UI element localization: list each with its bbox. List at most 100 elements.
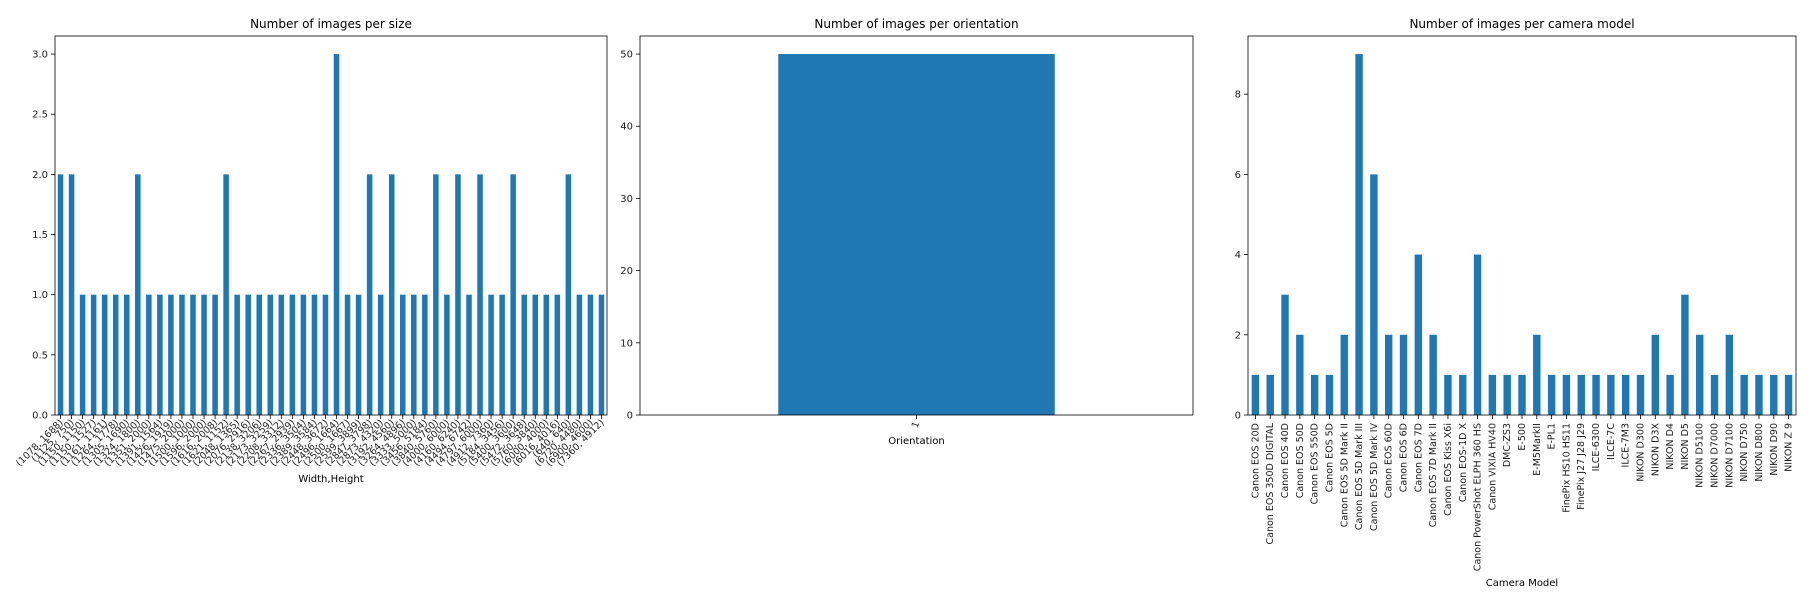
chart-title: Number of images per camera model bbox=[1409, 17, 1634, 31]
x-tick-label: ILCE-7C bbox=[1606, 423, 1617, 460]
x-tick-label: Canon EOS 350D DIGITAL bbox=[1265, 422, 1276, 544]
bar bbox=[1518, 374, 1526, 415]
bar bbox=[212, 294, 218, 415]
bar bbox=[1310, 374, 1319, 415]
bar bbox=[532, 294, 538, 415]
y-tick-label: 1.5 bbox=[32, 230, 48, 241]
bar bbox=[234, 294, 240, 415]
bar bbox=[1459, 374, 1467, 415]
bar bbox=[422, 294, 428, 415]
bar bbox=[322, 294, 329, 415]
y-tick-label: 10 bbox=[620, 338, 633, 349]
bar bbox=[333, 54, 340, 416]
bar bbox=[1266, 374, 1274, 415]
x-tick-label: Canon PowerShot ELPH 360 HS bbox=[1473, 423, 1484, 571]
bar bbox=[90, 294, 97, 415]
bar bbox=[1636, 374, 1645, 415]
bar bbox=[1281, 294, 1289, 415]
bar bbox=[135, 174, 141, 415]
y-tick-label: 2.5 bbox=[32, 110, 48, 121]
bar bbox=[1621, 374, 1630, 415]
y-tick-label: 4 bbox=[1235, 250, 1241, 261]
bar bbox=[433, 174, 439, 415]
x-tick-label: Canon EOS-1D X bbox=[1458, 423, 1469, 503]
x-tick-label: Canon EOS 60D bbox=[1384, 423, 1395, 498]
bar bbox=[278, 294, 285, 415]
bar bbox=[57, 174, 64, 415]
chart-size: Number of images per size 0.0 0.5 1.0 1.5 2.0… bbox=[14, 17, 608, 485]
x-tick-label: Canon EOS 5D Mark III bbox=[1354, 423, 1365, 530]
x-tick-label: Canon EOS 7D bbox=[1413, 423, 1424, 492]
bar bbox=[778, 54, 1055, 416]
bar bbox=[1533, 334, 1541, 415]
y-tick-label: 6 bbox=[1235, 170, 1241, 181]
bar bbox=[521, 294, 527, 415]
x-tick-label: Canon EOS 20D bbox=[1250, 423, 1261, 498]
y-tick-label: 0 bbox=[627, 411, 633, 422]
bar bbox=[1325, 374, 1334, 415]
bar bbox=[554, 294, 561, 415]
bar bbox=[112, 294, 119, 415]
y-tick-label: 1.0 bbox=[32, 290, 48, 301]
x-tick-label: E-PL1 bbox=[1547, 423, 1558, 450]
bar bbox=[565, 174, 572, 415]
bar bbox=[1473, 254, 1482, 415]
chart-camera: Number of images per camera model 0 2 4 6 8 Ca… bbox=[1235, 17, 1797, 589]
bar bbox=[1784, 374, 1793, 415]
x-axis-label: Width,Height bbox=[298, 474, 363, 485]
bar bbox=[1607, 374, 1615, 415]
bar bbox=[1681, 294, 1689, 415]
bar bbox=[311, 294, 318, 415]
bar bbox=[1696, 334, 1704, 415]
x-tick-label: NIKON D5 bbox=[1680, 423, 1691, 470]
x-tick-label: Canon EOS 40D bbox=[1280, 423, 1291, 498]
bar bbox=[1770, 374, 1778, 415]
bar bbox=[355, 294, 362, 415]
x-tick-label: ILCE-7M3 bbox=[1621, 423, 1632, 467]
bar bbox=[1577, 374, 1585, 415]
x-tick-label: NIKON D5100 bbox=[1695, 423, 1706, 488]
axes-frame bbox=[1247, 35, 1797, 416]
y-tick-label: 20 bbox=[620, 266, 633, 277]
bar bbox=[101, 294, 108, 415]
x-tick-label: Canon EOS 5D Mark IV bbox=[1369, 422, 1380, 530]
x-tick-label: NIKON D300 bbox=[1635, 423, 1646, 482]
x-tick-label: Canon EOS 5D bbox=[1324, 423, 1335, 492]
bar bbox=[388, 174, 395, 415]
bar bbox=[245, 294, 251, 415]
x-tick-label: NIKON D4 bbox=[1665, 423, 1676, 470]
x-tick-label: E-M5MarkII bbox=[1532, 423, 1543, 476]
bar bbox=[1429, 334, 1437, 415]
bar bbox=[68, 174, 75, 415]
x-tick-label: E-500 bbox=[1517, 423, 1528, 451]
bar bbox=[1385, 334, 1393, 415]
bar bbox=[1562, 374, 1571, 415]
bar bbox=[466, 294, 472, 415]
bar bbox=[344, 294, 351, 415]
y-tick-label: 50 bbox=[620, 50, 633, 61]
x-tick-label: Canon VIXIA HV40 bbox=[1487, 423, 1498, 510]
bar bbox=[1740, 374, 1748, 415]
bar bbox=[168, 294, 174, 415]
bar bbox=[477, 174, 483, 415]
x-tick-label: Canon EOS 5D Mark II bbox=[1339, 423, 1350, 527]
y-tick-label: 0.0 bbox=[32, 411, 48, 422]
bar bbox=[124, 294, 130, 415]
bar bbox=[267, 294, 274, 415]
y-tick-label: 2 bbox=[1235, 330, 1241, 341]
bar bbox=[543, 294, 550, 415]
x-tick-label: NIKON D750 bbox=[1739, 423, 1750, 482]
x-tick-label: DMC-ZS3 bbox=[1502, 423, 1513, 467]
chart-orientation: Number of images per orientation 0 10 20 30 4… bbox=[620, 17, 1194, 447]
axes-frame bbox=[54, 35, 608, 416]
x-tick-label: Canon EOS 550D bbox=[1310, 423, 1321, 504]
bar bbox=[1488, 374, 1497, 415]
bar bbox=[179, 294, 185, 415]
x-tick-label: NIKON D90 bbox=[1769, 423, 1780, 476]
bar bbox=[587, 294, 594, 415]
bar bbox=[1755, 374, 1763, 415]
bar bbox=[455, 174, 461, 415]
bar bbox=[223, 174, 229, 415]
x-tick-label: NIKON Z 9 bbox=[1784, 423, 1795, 472]
bar bbox=[1414, 254, 1423, 415]
